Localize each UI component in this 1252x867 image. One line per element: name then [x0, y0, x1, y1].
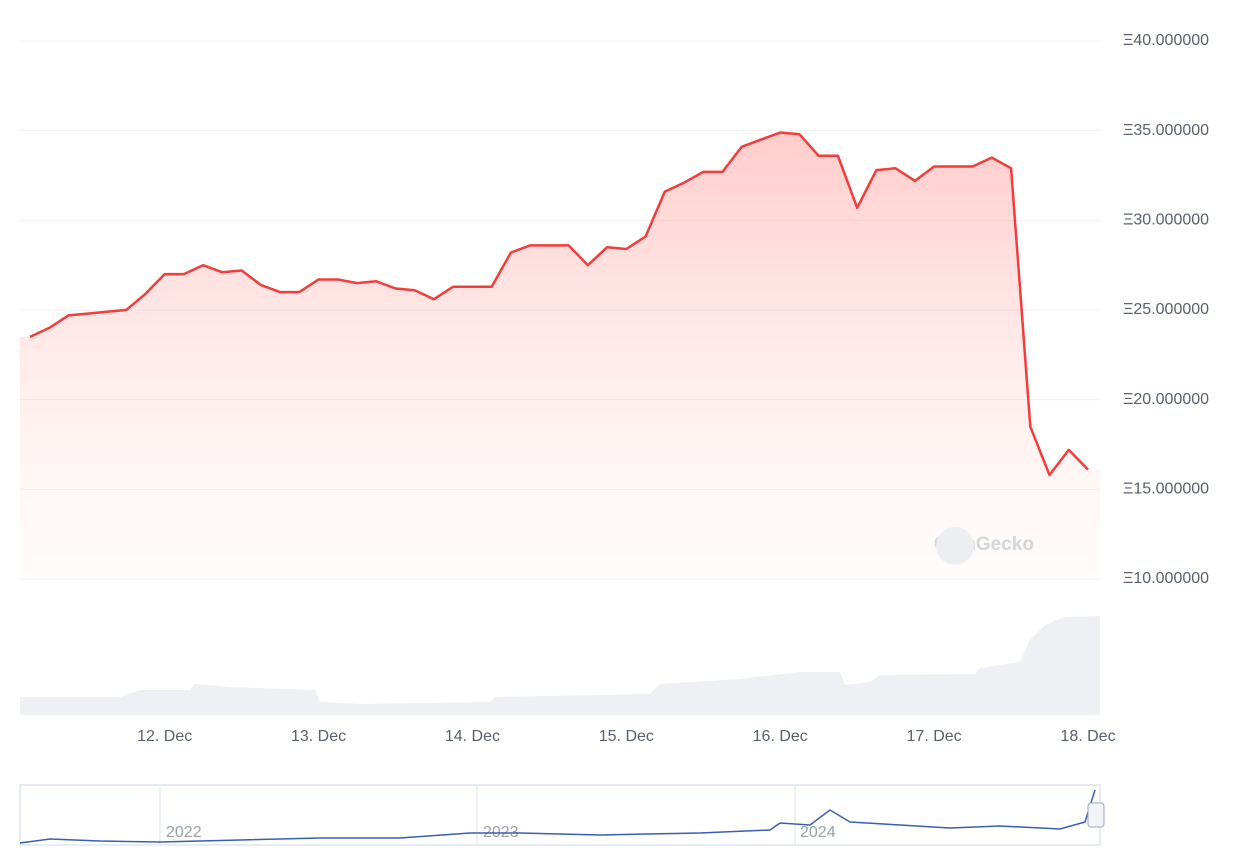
- navigator-line: [19, 789, 1096, 844]
- watermark-logo: [936, 527, 974, 565]
- y-tick-label: Ξ30.000000: [1123, 212, 1209, 229]
- volume-area: [20, 616, 1100, 715]
- x-tick-label: 16. Dec: [753, 728, 808, 745]
- y-tick-label: Ξ35.000000: [1123, 122, 1209, 139]
- x-tick-label: 15. Dec: [599, 728, 654, 745]
- x-tick-label: 14. Dec: [445, 728, 500, 745]
- x-tick-label: 17. Dec: [907, 728, 962, 745]
- x-tick-label: 12. Dec: [137, 728, 192, 745]
- y-tick-label: Ξ15.000000: [1123, 481, 1209, 498]
- navigator-label: 2024: [800, 824, 836, 841]
- area-fill: [20, 132, 1100, 579]
- y-tick-label: Ξ25.000000: [1123, 301, 1209, 318]
- price-line: [29, 131, 1089, 477]
- y-tick-label: Ξ10.000000: [1123, 570, 1209, 587]
- y-tick-label: Ξ40.000000: [1123, 32, 1209, 49]
- x-tick-label: 13. Dec: [291, 728, 346, 745]
- navigator-label: 2022: [166, 824, 202, 841]
- navigator-handle[interactable]: [1087, 802, 1105, 828]
- y-tick-label: Ξ20.000000: [1123, 391, 1209, 408]
- x-tick-label: 18. Dec: [1060, 728, 1115, 745]
